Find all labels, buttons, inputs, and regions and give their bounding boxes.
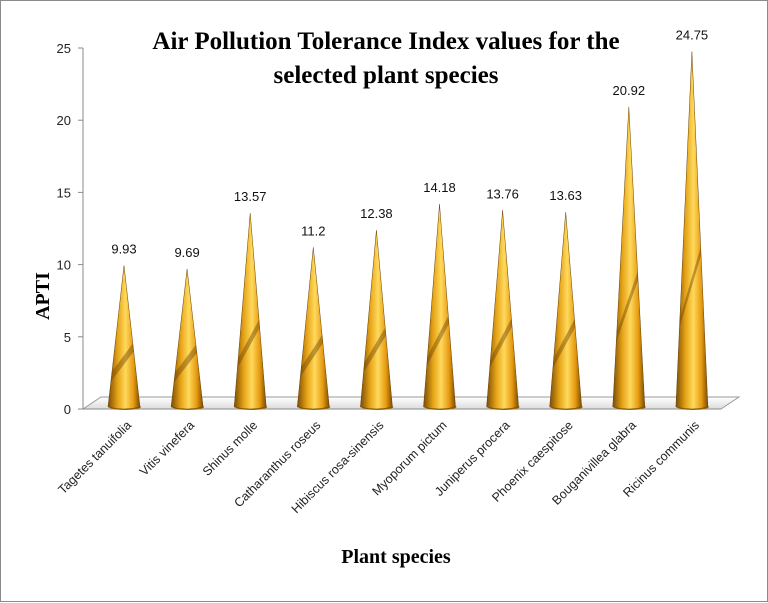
y-tick-label: 25 — [57, 41, 71, 56]
x-category-label: Vitis vinefera — [137, 418, 197, 478]
bar-cone-body — [297, 247, 330, 410]
bar-cone-shade — [616, 271, 639, 342]
chart-title-line-2: selected plant species — [274, 62, 499, 89]
chart-title-line-1: Air Pollution Tolerance Index values for… — [152, 28, 619, 55]
bar-cone-shade — [173, 344, 197, 383]
y-tick-label: 0 — [64, 402, 71, 417]
bar-cone-body — [423, 204, 456, 410]
bar-cone-body — [233, 213, 267, 410]
data-label: 20.92 — [613, 83, 646, 98]
bar-cone — [423, 204, 457, 410]
data-label: 14.18 — [423, 180, 456, 195]
bar-cone-shade — [300, 335, 323, 378]
bar-cone-shade — [489, 318, 513, 368]
bar-cone — [297, 247, 331, 410]
bar-cone — [486, 210, 520, 410]
bar-cone-body — [107, 265, 141, 410]
y-axis-ticks: 0 5 10 15 20 25 — [57, 41, 83, 417]
bar-cone — [107, 265, 141, 410]
bar-cone-shade — [426, 315, 449, 367]
data-label: 24.75 — [676, 28, 709, 43]
y-tick-label: 15 — [57, 185, 71, 200]
bar-cone — [360, 230, 394, 410]
data-label: 9.93 — [111, 242, 136, 257]
bar-cone — [612, 106, 646, 410]
x-category-label: Shinus molle — [200, 418, 261, 479]
bar-cone-shade — [679, 247, 702, 329]
bar-cone-body — [486, 210, 519, 410]
x-axis-title: Plant species — [341, 546, 451, 568]
bar-cone-shade — [552, 319, 576, 369]
data-label: 11.2 — [301, 223, 325, 238]
bars-group — [107, 51, 709, 410]
data-label: 12.38 — [360, 206, 393, 221]
data-labels-group: 9.93 9.69 13.57 11.2 12.38 14.18 13.76 13.63 20.… — [111, 28, 708, 260]
category-labels-group: Tagetes tanuifolia Vitis vinefera Shinus m… — [55, 418, 702, 516]
bar-cone-shade — [363, 327, 386, 373]
data-label: 13.57 — [234, 189, 267, 204]
bar-cone-body — [360, 230, 393, 410]
data-label: 13.76 — [486, 186, 519, 201]
bar-cone — [549, 212, 583, 410]
data-label: 9.69 — [174, 245, 199, 260]
x-category-label: Tagetes tanuifolia — [55, 418, 134, 497]
bar-cone-body — [549, 212, 582, 410]
bar-cone — [233, 213, 268, 410]
bar-cone — [675, 51, 709, 410]
data-label: 13.63 — [549, 188, 582, 203]
bar-cone-body — [675, 51, 709, 410]
bar-cone-body — [612, 106, 646, 410]
y-tick-label: 5 — [64, 330, 71, 345]
y-axis-title: APTI — [32, 272, 54, 320]
bar-cone-body — [170, 269, 204, 410]
bar-cone — [170, 269, 205, 410]
bar-cone-shade — [237, 319, 260, 369]
y-tick-label: 20 — [57, 113, 71, 128]
y-tick-label: 10 — [57, 258, 71, 273]
bar-cone-shade — [110, 343, 134, 382]
